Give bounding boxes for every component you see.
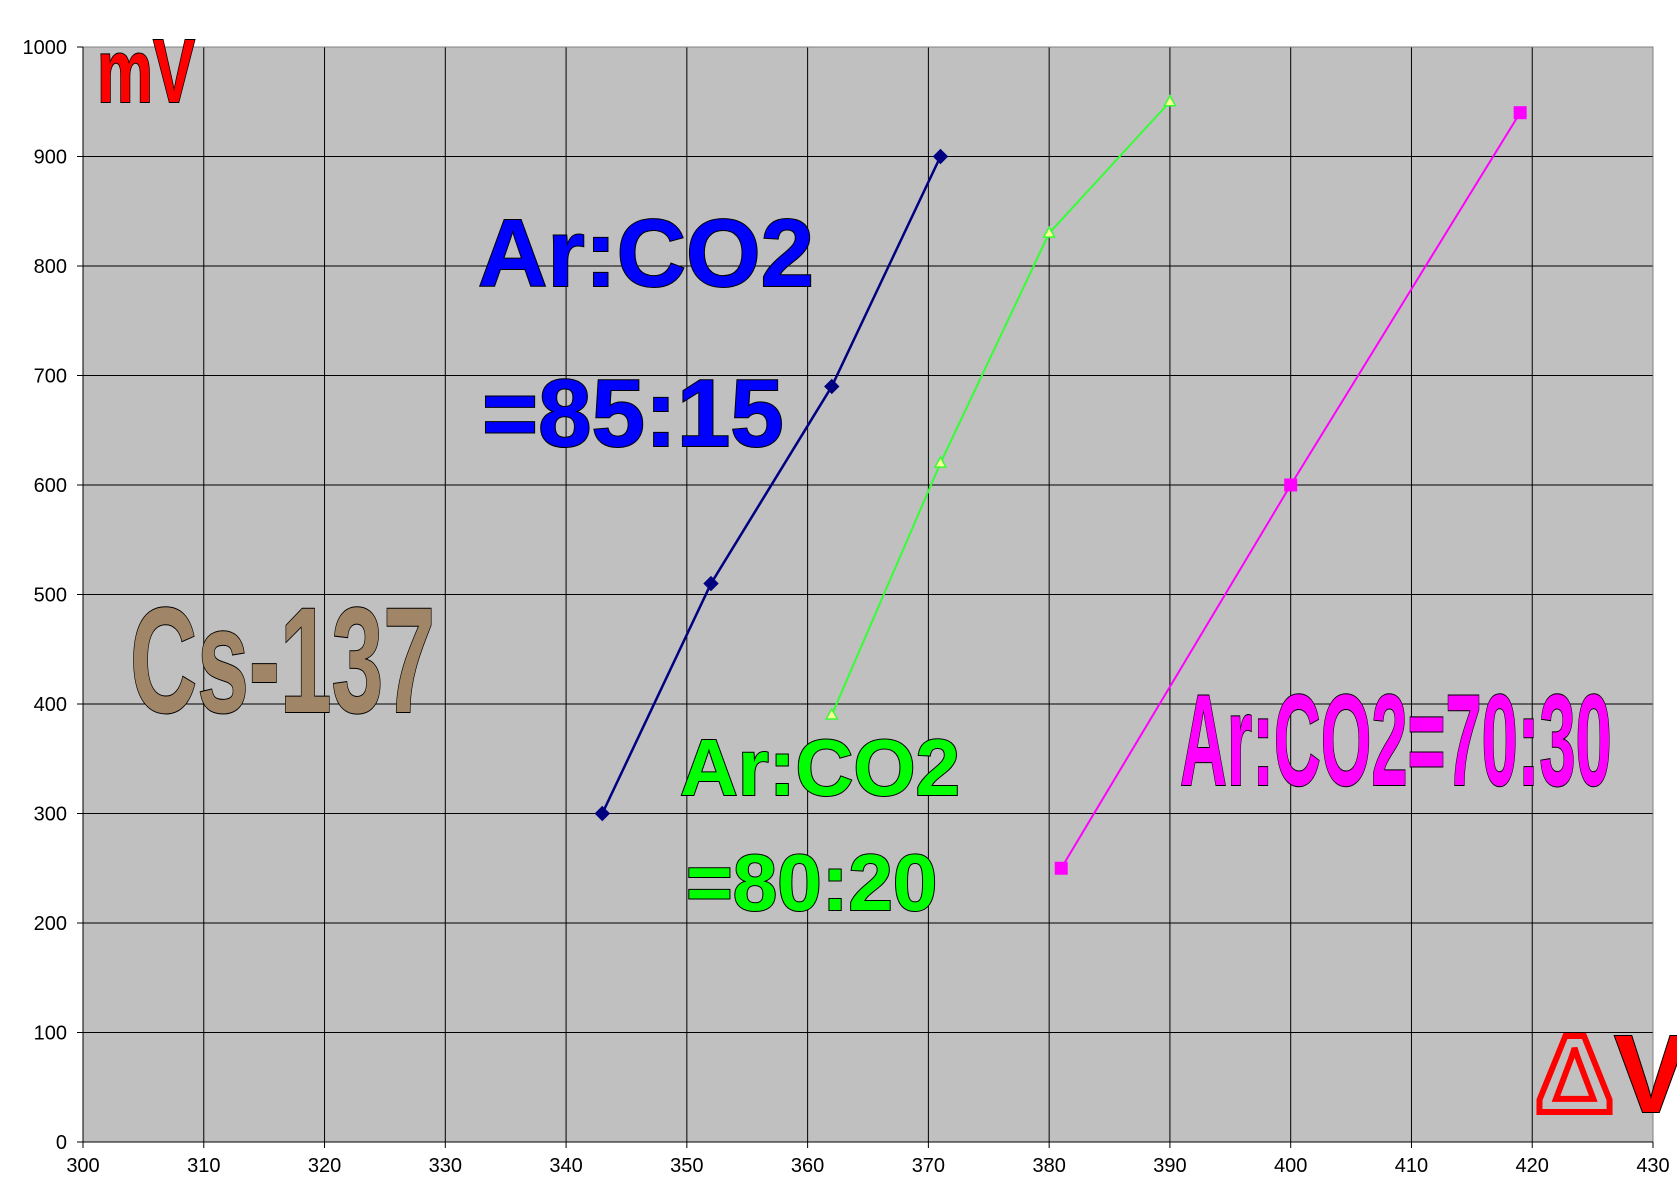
- x-tick-label: 380: [1032, 1155, 1065, 1177]
- series-line-1: [601, 155, 942, 815]
- y-tick-label: 400: [34, 694, 67, 716]
- data-point-series-3: [1054, 861, 1068, 875]
- y-tick-label: 800: [34, 256, 67, 278]
- y-tick-label: 700: [34, 366, 67, 388]
- y-tick-label: 300: [34, 804, 67, 826]
- data-point-series-1: [824, 378, 840, 395]
- series-label-85-15-line1: Ar:CO2: [478, 200, 814, 307]
- x-tick-label: 360: [791, 1155, 824, 1177]
- y-tick-label: 100: [34, 1023, 67, 1045]
- data-point-series-2: [1042, 225, 1056, 238]
- x-tick-label: 390: [1153, 1155, 1186, 1177]
- y-tick-label: 1000: [23, 37, 68, 59]
- series-label-80-20-line1: Ar:CO2: [680, 723, 960, 812]
- data-point-series-1: [932, 148, 949, 165]
- axes: 300 310 320 330 340 350 360 370 380 390 400 410 420 4…: [23, 37, 1670, 1177]
- y-tick-label: 0: [56, 1132, 67, 1154]
- data-point-series-3: [1284, 478, 1298, 492]
- x-tick-label: 430: [1636, 1155, 1669, 1177]
- x-tick-label: 410: [1395, 1155, 1428, 1177]
- data-point-series-1: [594, 805, 611, 822]
- delta-glyph: Δ: [1535, 1013, 1614, 1136]
- x-tick-label: 320: [308, 1155, 341, 1177]
- x-tick-label: 330: [429, 1155, 462, 1177]
- x-tick-label: 340: [549, 1155, 582, 1177]
- v-glyph: V: [1614, 1013, 1677, 1136]
- x-tick-label: 350: [670, 1155, 703, 1177]
- data-point-series-2: [825, 707, 839, 720]
- series-label-80-20-line2: =80:20: [686, 838, 937, 927]
- annotations: mV ΔV Cs-137 Ar:CO2 =85:15 Ar:CO2 =80:20…: [96, 21, 1677, 1139]
- y-tick-label: 600: [34, 475, 67, 497]
- series-group: [594, 94, 1527, 875]
- x-tick-label: 300: [66, 1155, 99, 1177]
- x-axis-label-delta-v: ΔV: [1535, 1013, 1677, 1136]
- data-point-series-3: [1513, 106, 1527, 120]
- data-point-series-2: [933, 455, 948, 468]
- x-tick-label: 370: [912, 1155, 945, 1177]
- source-label-cs137: Cs-137: [130, 577, 435, 744]
- data-point-series-2: [1163, 94, 1177, 107]
- data-point-series-1: [703, 575, 719, 592]
- y-axis-label-mv: mV: [97, 22, 195, 122]
- series-label-85-15-line2: =85:15: [482, 360, 784, 467]
- series-label-70-30: Ar:CO2=70:30: [1180, 667, 1612, 812]
- y-tick-label: 200: [34, 913, 67, 935]
- y-tick-label: 500: [34, 585, 67, 607]
- x-tick-label: 400: [1274, 1155, 1307, 1177]
- x-tick-label: 310: [187, 1155, 220, 1177]
- y-tick-label: 900: [34, 147, 67, 169]
- x-tick-label: 420: [1516, 1155, 1549, 1177]
- series-line-2: [830, 101, 1171, 716]
